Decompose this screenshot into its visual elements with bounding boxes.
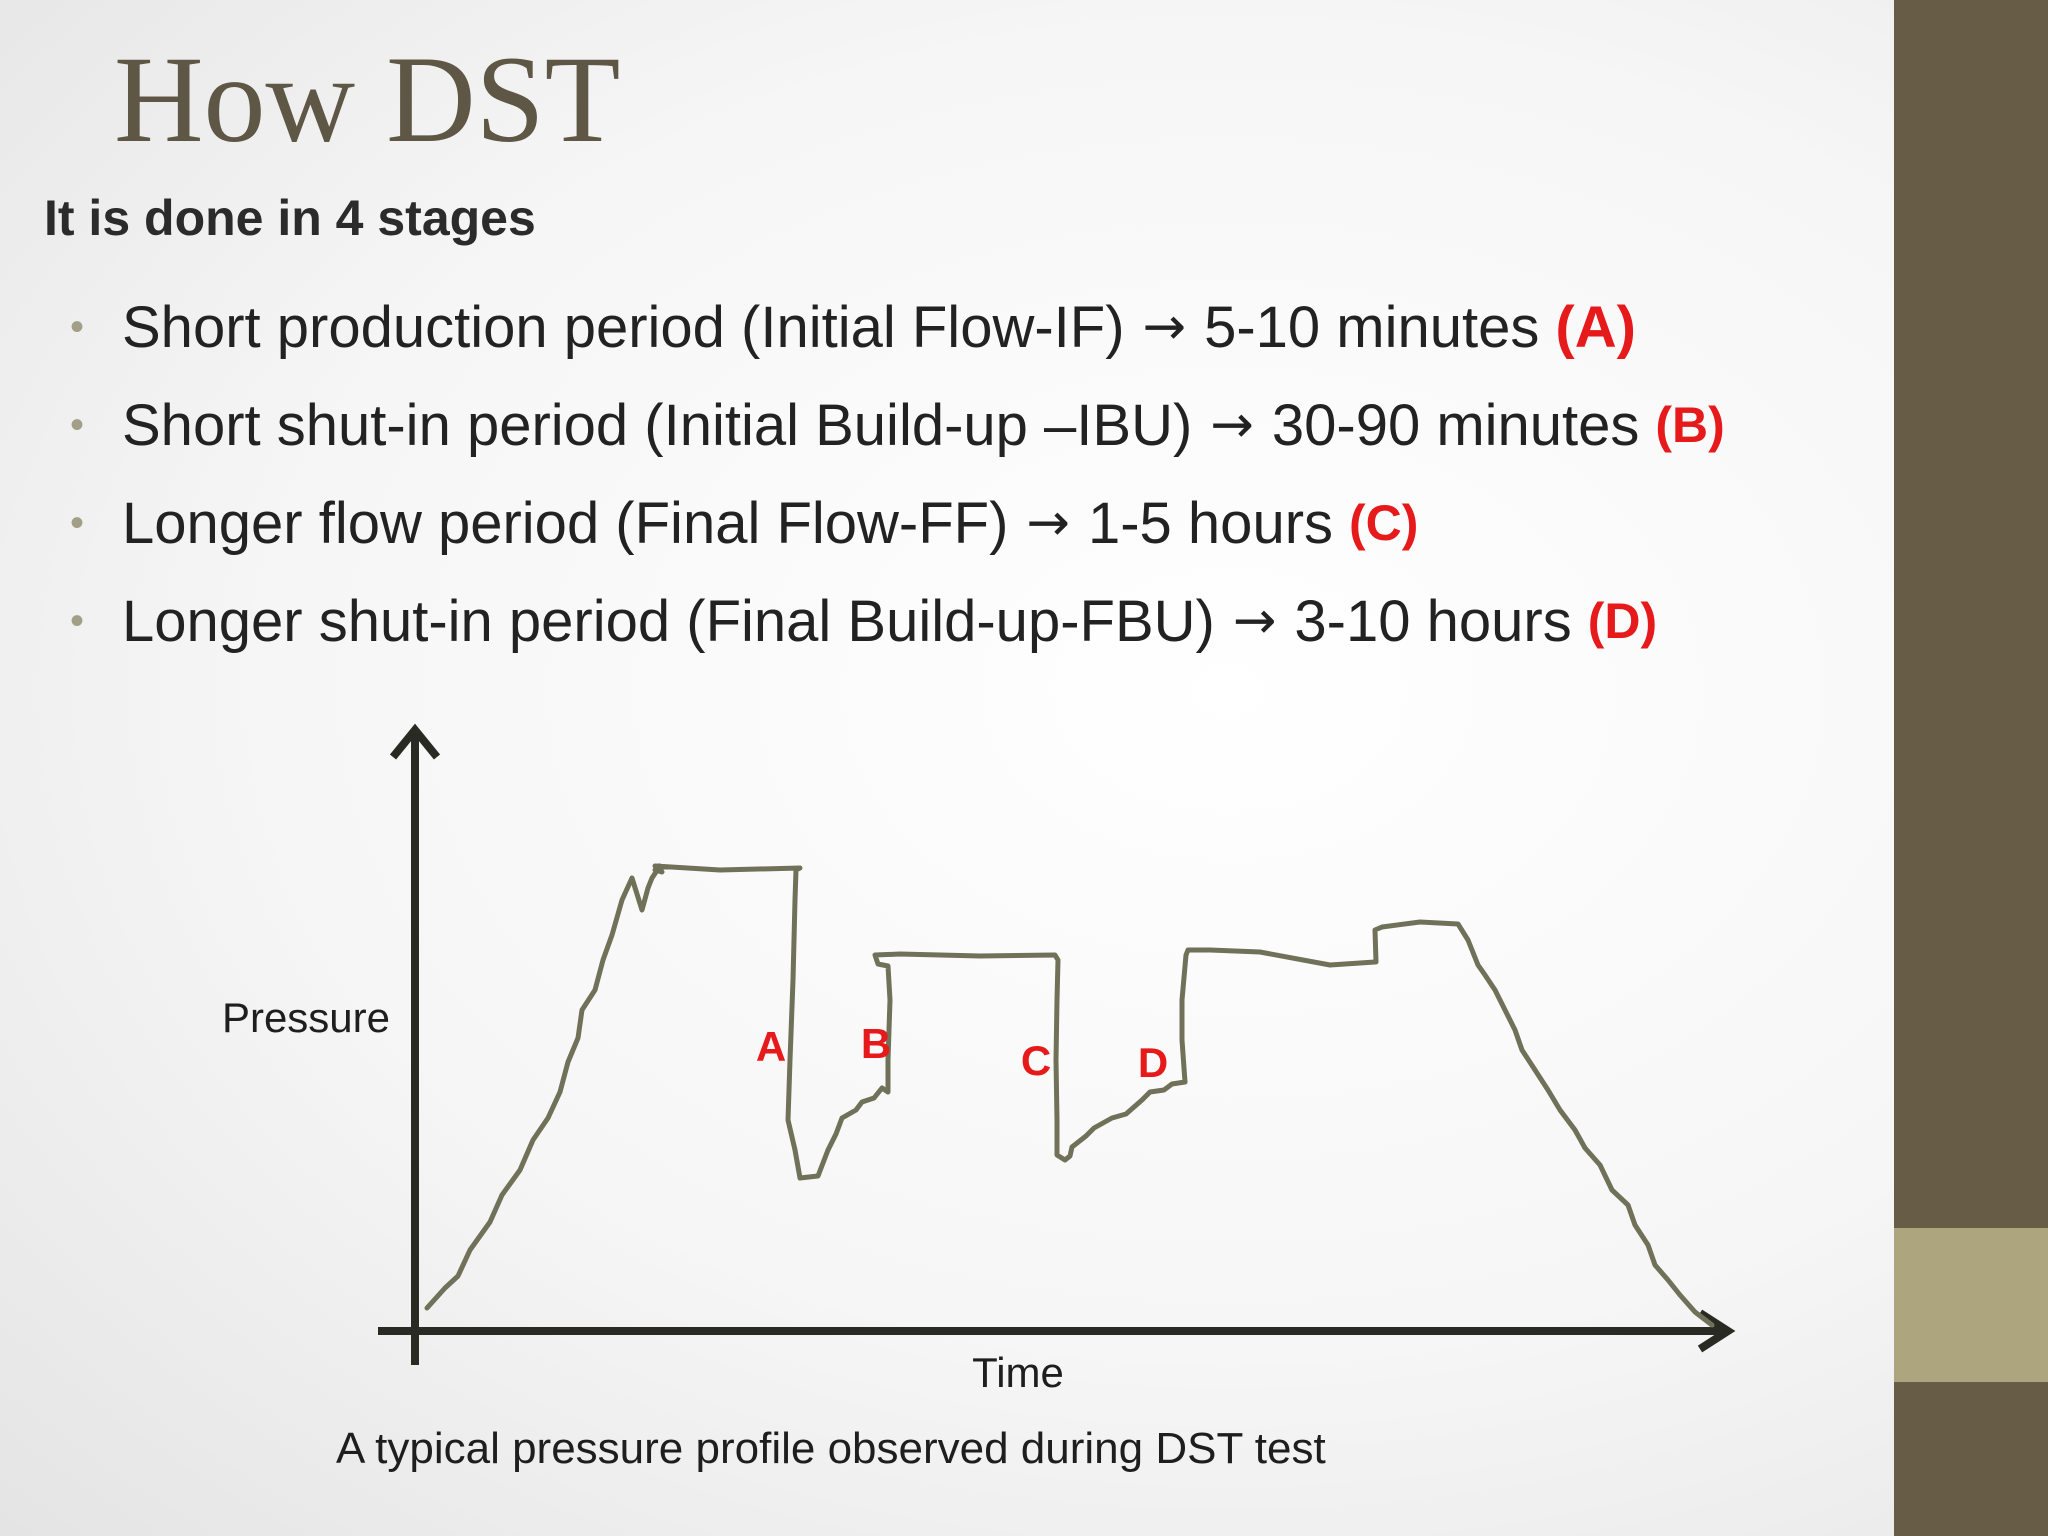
stage-label-a: A [756,1023,786,1070]
right-arrow-icon: → [1210,395,1254,455]
side-bar-accent-block [1894,1228,2048,1382]
stage-text: Short production period (Initial Flow-IF… [122,294,1125,360]
y-axis-label: Pressure [222,994,390,1041]
bullet-dot: • [70,304,85,349]
diagram-caption: A typical pressure profile observed duri… [336,1424,1326,1473]
stage-label-d: D [1138,1039,1168,1086]
right-arrow-icon: → [1142,297,1187,357]
pressure-curve [424,863,1715,1328]
bullet-dot: • [70,402,85,447]
x-axis-label: Time [972,1349,1064,1396]
stage-tag: (A) [1555,294,1636,360]
stage-text: Longer flow period (Final Flow-FF) [122,490,1009,556]
right-arrow-icon: → [1232,591,1277,651]
stage-duration: 1-5 hours [1087,490,1334,556]
stage-item-initial-buildup: • Short shut-in period (Initial Build-up… [70,376,1725,474]
stage-item-initial-flow: • Short production period (Initial Flow-… [70,278,1725,376]
stage-text: Short shut-in period (Initial Build-up –… [122,392,1193,458]
stage-tag: (B) [1655,397,1725,453]
stage-duration: 30-90 minutes [1271,392,1640,458]
slide-title: How DST [114,31,621,168]
y-axis-arrowhead [389,723,441,760]
bullet-dot: • [70,598,85,643]
stage-tag: (C) [1349,495,1419,551]
stage-label-b: B [861,1020,891,1067]
slide-subtitle: It is done in 4 stages [44,190,536,246]
right-arrow-icon: → [1026,493,1070,553]
stage-list: • Short production period (Initial Flow-… [70,278,1725,670]
stage-duration: 3-10 hours [1294,588,1572,654]
x-axis-arrowhead [1697,1309,1736,1353]
stage-text: Longer shut-in period (Final Build-up-FB… [122,588,1215,654]
bullet-dot: • [70,500,85,545]
stage-item-final-flow: • Longer flow period (Final Flow-FF) → 1… [70,474,1725,572]
stage-duration: 5-10 minutes [1204,294,1540,360]
stage-label-c: C [1021,1037,1051,1084]
stage-item-final-buildup: • Longer shut-in period (Final Build-up-… [70,572,1725,670]
stage-tag: (D) [1587,593,1658,649]
